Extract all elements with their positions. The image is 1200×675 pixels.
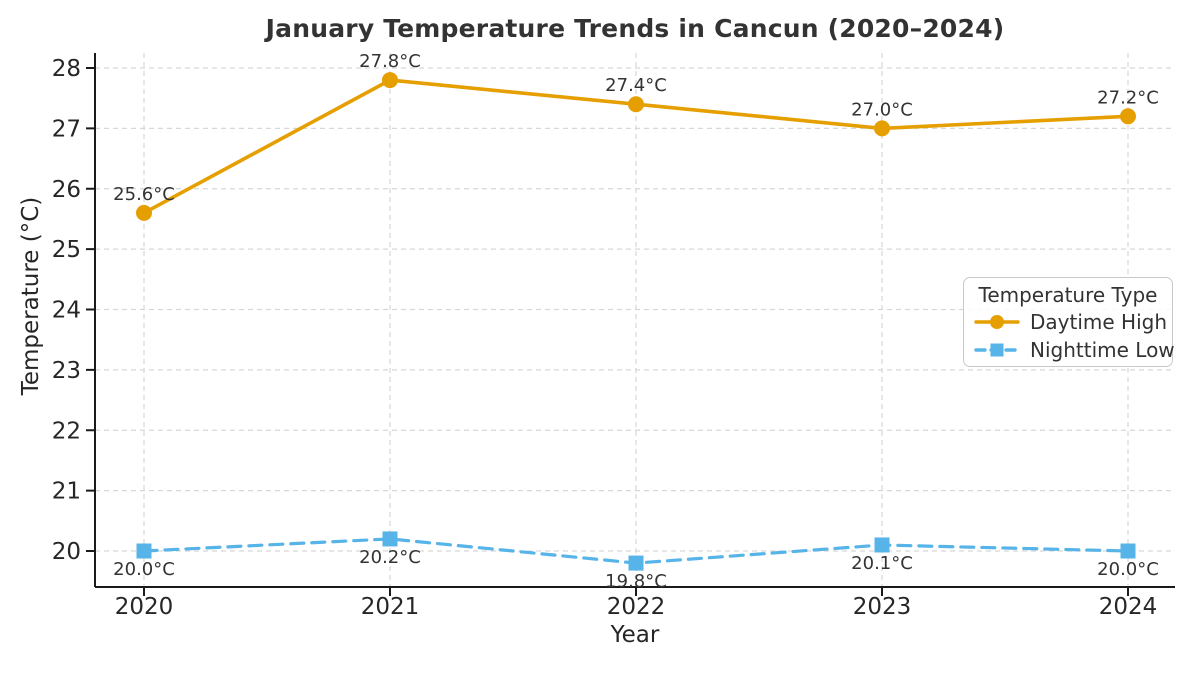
x-tick-label: 2024 [1099, 594, 1158, 620]
data-point-marker [382, 531, 398, 547]
data-point-label: 20.0°C [113, 559, 175, 580]
legend-item-daytime-high: Daytime High [964, 308, 1172, 336]
legend-box: Temperature Type Daytime High Nighttime … [963, 277, 1175, 367]
data-point-label: 20.0°C [1097, 559, 1159, 580]
y-tick-label: 26 [52, 177, 81, 203]
data-point-marker [1120, 108, 1136, 125]
data-point-label: 27.4°C [605, 75, 667, 96]
legend-title: Temperature Type [978, 283, 1158, 307]
y-tick-label: 21 [52, 479, 81, 505]
y-tick-label: 20 [52, 539, 81, 565]
data-point-label: 20.2°C [359, 547, 421, 568]
legend-sample-marker [990, 315, 1004, 329]
data-point-label: 27.0°C [851, 99, 913, 120]
data-point-marker [1120, 543, 1136, 559]
daytime-high-line-icon [974, 315, 1020, 329]
data-point-marker [874, 120, 890, 137]
y-tick-label: 22 [52, 418, 81, 444]
y-axis-label: Temperature (°C) [18, 196, 44, 396]
x-tick-label: 2020 [115, 594, 174, 620]
data-point-label: 19.8°C [605, 571, 667, 592]
y-tick-label: 25 [52, 237, 81, 263]
x-tick-label: 2023 [853, 594, 912, 620]
x-tick-label: 2022 [607, 594, 666, 620]
y-tick-label: 28 [52, 56, 81, 82]
legend-label: Daytime High [1030, 310, 1168, 334]
data-point-label: 27.8°C [359, 51, 421, 72]
data-point-label: 25.6°C [113, 184, 175, 205]
data-point-label: 27.2°C [1097, 87, 1159, 108]
data-point-marker [628, 96, 644, 113]
x-tick-label: 2021 [361, 594, 420, 620]
data-point-marker [874, 537, 890, 553]
data-point-label: 20.1°C [851, 553, 913, 574]
data-point-marker [136, 204, 152, 221]
data-point-marker [628, 555, 644, 571]
nighttime-low-line-icon [974, 343, 1020, 357]
x-axis-label: Year [610, 622, 660, 648]
y-tick-label: 23 [52, 358, 81, 384]
data-point-marker [136, 543, 152, 559]
chart-title: January Temperature Trends in Cancun (20… [265, 14, 1005, 43]
y-tick-label: 24 [52, 298, 81, 324]
legend-sample-marker [990, 343, 1004, 357]
y-tick-label: 27 [52, 116, 81, 142]
legend-label: Nighttime Low [1030, 338, 1175, 362]
data-point-marker [382, 72, 398, 89]
legend-item-nighttime-low: Nighttime Low [964, 336, 1175, 364]
